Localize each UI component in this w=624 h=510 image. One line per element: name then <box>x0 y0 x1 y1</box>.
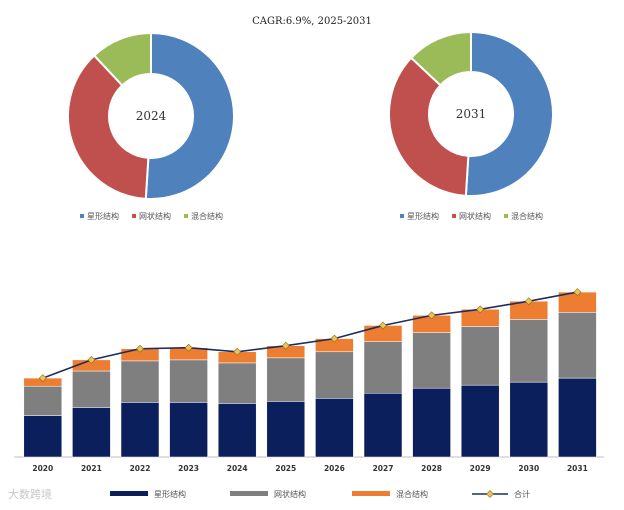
total-marker-2030 <box>524 297 533 306</box>
x-tick-label: 2026 <box>324 464 345 473</box>
legend-label: 混合结构 <box>191 211 223 221</box>
stacked-bar-chart: 2020 2021 2022 2023 2024 2025 2026 2027 2028 2029… <box>14 288 604 473</box>
bar-2-2029 <box>460 326 500 386</box>
legend-label: 星形结构 <box>154 489 186 499</box>
total-marker-2031 <box>573 288 582 297</box>
donut-slice-3 <box>92 31 152 87</box>
total-marker-2024 <box>233 347 242 356</box>
legend-label: 网状结构 <box>139 211 171 221</box>
total-marker-2023 <box>184 343 193 352</box>
x-tick-label: 2025 <box>275 464 296 473</box>
watermark: 大数跨境 <box>8 488 52 501</box>
bar-2-2020 <box>23 385 63 416</box>
legend-label: 混合结构 <box>396 489 428 499</box>
x-tick-label: 2022 <box>130 464 151 473</box>
legend-label: 网状结构 <box>274 489 306 499</box>
donut-chart-2024: 2024 <box>67 31 235 200</box>
bar-2-2022 <box>120 360 160 403</box>
x-tick-label: 2027 <box>373 464 394 473</box>
bar-2-2021 <box>72 370 111 408</box>
bar-2-2024 <box>217 362 257 404</box>
legend-label: 星形结构 <box>87 211 119 221</box>
total-marker-2028 <box>427 311 436 320</box>
donut-chart-2031: 2031 <box>388 30 554 197</box>
bar-1-2023 <box>169 402 208 458</box>
legend-marker <box>486 490 494 498</box>
legend-swatch <box>504 214 508 218</box>
legend-swatch <box>110 491 148 496</box>
donut-center-label: 2024 <box>136 109 167 123</box>
bar-1-2021 <box>72 407 111 458</box>
bar-1-2027 <box>363 393 403 458</box>
x-tick-label: 2024 <box>227 464 248 473</box>
legend-swatch <box>352 491 390 496</box>
legend-swatch <box>230 491 268 496</box>
bar-1-2020 <box>23 415 63 458</box>
donut-slice-1 <box>144 31 235 200</box>
x-tick-label: 2020 <box>32 464 53 473</box>
bar-1-2026 <box>315 398 354 458</box>
donut-slice-1 <box>464 30 554 197</box>
bar-2-2027 <box>363 341 403 394</box>
donut-center-label: 2031 <box>456 107 487 121</box>
total-marker-2029 <box>476 305 485 314</box>
x-tick-label: 2030 <box>518 464 539 473</box>
x-tick-label: 2021 <box>81 464 102 473</box>
x-tick-label: 2023 <box>178 464 199 473</box>
bar-1-2024 <box>217 403 257 458</box>
donut-slice-3 <box>409 30 472 87</box>
total-marker-2022 <box>136 344 144 353</box>
x-tick-label: 2029 <box>470 464 491 473</box>
x-tick-label: 2031 <box>567 464 588 473</box>
legend-swatch <box>400 214 404 218</box>
donut-slice-2 <box>388 56 470 197</box>
total-marker-2026 <box>330 334 339 343</box>
legend-swatch <box>80 214 84 218</box>
legend-swatch <box>132 214 136 218</box>
total-marker-2025 <box>281 341 290 350</box>
donut-slice-2 <box>67 54 150 200</box>
bar-1-2031 <box>558 377 597 458</box>
bar-chart-legend: 星形结构 网状结构 混合结构 合计 <box>110 489 530 499</box>
bar-1-2025 <box>266 401 306 458</box>
total-marker-2021 <box>87 355 96 364</box>
bar-2-2030 <box>509 319 549 383</box>
bar-1-2022 <box>120 402 160 458</box>
legend-label: 混合结构 <box>511 211 543 221</box>
bar-1-2028 <box>412 387 451 458</box>
chart-title: CAGR:6.9%, 2025-2031 <box>252 16 372 27</box>
total-marker-2027 <box>379 321 387 330</box>
total-line <box>42 291 578 379</box>
legend-label: 合计 <box>514 489 530 499</box>
legend-label: 网状结构 <box>459 211 491 221</box>
bar-2-2031 <box>558 312 597 379</box>
x-tick-label: 2028 <box>421 464 442 473</box>
total-marker-2020 <box>38 374 47 383</box>
donut-legend-2024: 星形结构 网状结构 混合结构 <box>80 211 223 221</box>
legend-label: 星形结构 <box>407 211 439 221</box>
legend-swatch <box>184 214 188 218</box>
bar-2-2023 <box>169 359 208 403</box>
bar-2-2028 <box>412 332 451 389</box>
bar-2-2025 <box>266 357 306 402</box>
legend-swatch <box>452 214 456 218</box>
bar-1-2030 <box>509 381 549 458</box>
bar-2-2026 <box>315 351 354 399</box>
bar-1-2029 <box>460 384 500 458</box>
donut-legend-2031: 星形结构 网状结构 混合结构 <box>400 211 543 221</box>
